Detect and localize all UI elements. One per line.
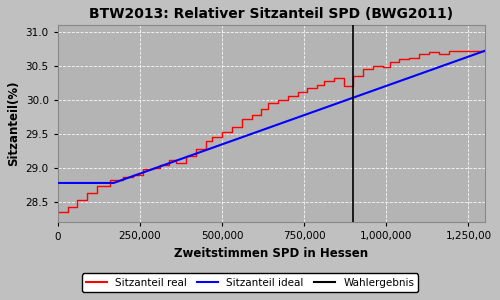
Line: Sitzanteil ideal: Sitzanteil ideal bbox=[58, 51, 485, 183]
Sitzanteil real bbox=[360, 68, 366, 71]
Sitzanteil real bbox=[74, 198, 80, 202]
Sitzanteil real bbox=[294, 90, 300, 94]
Line: Sitzanteil real: Sitzanteil real bbox=[58, 51, 485, 212]
Sitzanteil ideal bbox=[482, 49, 488, 52]
Sitzanteil real bbox=[380, 65, 386, 69]
Sitzanteil real bbox=[446, 49, 452, 52]
Sitzanteil ideal bbox=[55, 181, 61, 185]
Sitzanteil real bbox=[55, 211, 61, 214]
Sitzanteil real bbox=[140, 167, 146, 171]
Legend: Sitzanteil real, Sitzanteil ideal, Wahlergebnis: Sitzanteil real, Sitzanteil ideal, Wahle… bbox=[82, 274, 418, 292]
X-axis label: Zweitstimmen SPD in Hessen: Zweitstimmen SPD in Hessen bbox=[174, 247, 368, 260]
Sitzanteil real bbox=[482, 49, 488, 52]
Title: BTW2013: Relativer Sitzanteil SPD (BWG2011): BTW2013: Relativer Sitzanteil SPD (BWG20… bbox=[90, 7, 454, 21]
Y-axis label: Sitzanteil(%): Sitzanteil(%) bbox=[7, 81, 20, 166]
Sitzanteil ideal bbox=[110, 181, 116, 185]
Sitzanteil real bbox=[314, 83, 320, 87]
